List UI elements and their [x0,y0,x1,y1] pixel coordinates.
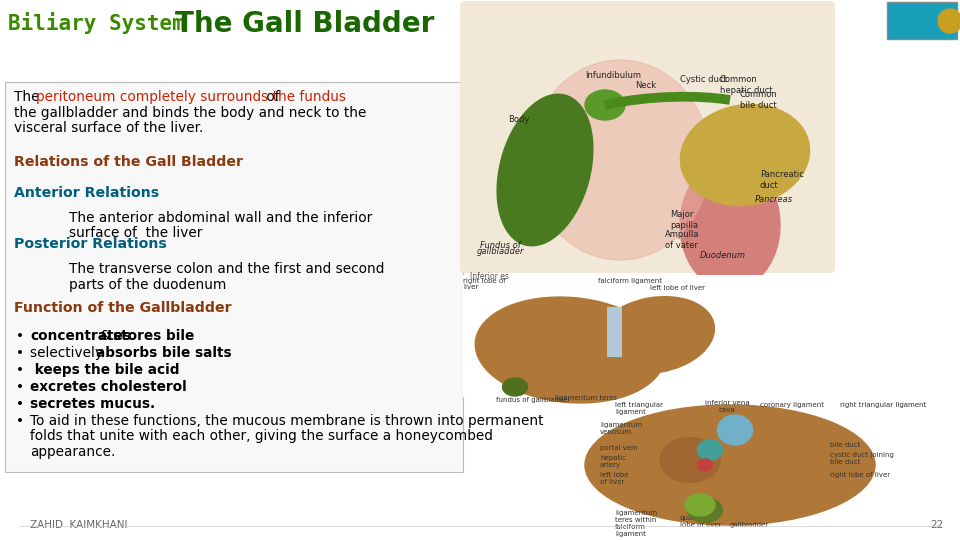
Text: To aid in these functions, the mucous membrane is thrown into permanent: To aid in these functions, the mucous me… [30,414,543,428]
Text: folds that unite with each other, giving the surface a honeycombed: folds that unite with each other, giving… [30,429,492,443]
Text: of: of [262,90,279,104]
Text: Posterior Relations: Posterior Relations [14,237,167,251]
Text: concentrates: concentrates [30,329,131,343]
Text: •: • [16,397,24,411]
Text: 22: 22 [930,520,944,530]
Text: Pancreas: Pancreas [755,195,793,205]
Text: ★: ★ [945,16,955,26]
Text: King Saud
University: King Saud University [923,16,954,26]
Text: liver: liver [463,284,478,290]
Text: Relations of the Gall Bladder: Relations of the Gall Bladder [14,155,243,169]
Text: hepatic
artery: hepatic artery [600,455,626,468]
Text: bile duct: bile duct [830,442,860,448]
Text: Biliary System: Biliary System [8,12,184,34]
Text: peritoneum completely surrounds the fundus: peritoneum completely surrounds the fund… [36,90,346,104]
Text: Common
bile duct: Common bile duct [740,90,778,110]
Text: Pancreatic
duct: Pancreatic duct [760,170,804,190]
FancyBboxPatch shape [535,397,950,527]
Ellipse shape [680,160,780,290]
Text: left lobe
of liver: left lobe of liver [600,472,629,485]
FancyBboxPatch shape [5,82,463,472]
Text: cystic duct joining
bile duct: cystic duct joining bile duct [830,452,894,465]
Ellipse shape [497,94,593,246]
Text: visceral surface of the liver.: visceral surface of the liver. [14,121,204,135]
Text: The Gall Bladder: The Gall Bladder [175,10,434,38]
Text: gallbladder: gallbladder [476,247,524,256]
Text: جامعة  الملك
سعود: جامعة الملك سعود [898,8,947,28]
Text: •: • [16,414,24,428]
Text: left lobe of liver: left lobe of liver [650,285,705,291]
Ellipse shape [585,405,875,525]
Text: The transverse colon and the first and second: The transverse colon and the first and s… [69,262,384,276]
Text: falciform ligament: falciform ligament [598,278,662,284]
Ellipse shape [475,297,664,403]
Text: •: • [16,329,24,343]
Text: Ampulla
of vater: Ampulla of vater [665,230,700,249]
Text: ligamentum
teres within
falciform
ligament: ligamentum teres within falciform ligame… [615,510,658,537]
Text: ZAHID  KAIMKHANI: ZAHID KAIMKHANI [30,520,128,530]
Text: The anterior abdominal wall and the inferior: The anterior abdominal wall and the infe… [69,211,372,225]
Text: appearance.: appearance. [30,445,115,459]
Text: keeps the bile acid: keeps the bile acid [30,363,180,377]
FancyBboxPatch shape [607,307,622,357]
Ellipse shape [698,440,723,460]
Text: stores bile: stores bile [113,329,194,343]
Ellipse shape [681,104,809,206]
Text: ligamentum
venosum: ligamentum venosum [600,422,642,435]
Circle shape [938,9,960,33]
Ellipse shape [585,90,625,120]
Text: absorbs bile salts: absorbs bile salts [96,346,232,360]
Ellipse shape [660,437,720,483]
Text: Major
papilla: Major papilla [670,210,698,230]
Ellipse shape [530,60,710,260]
Text: Duodenum: Duodenum [700,251,746,260]
Ellipse shape [502,378,527,396]
Text: parts of the duodenum: parts of the duodenum [69,278,227,292]
Text: Inferior es: Inferior es [470,272,509,281]
Text: •: • [16,380,24,394]
Text: right lobe of: right lobe of [463,278,506,284]
Text: left triangular
ligament: left triangular ligament [615,402,663,415]
Ellipse shape [698,459,712,471]
Ellipse shape [717,415,753,445]
Text: right lobe of liver: right lobe of liver [830,472,890,478]
Text: The: The [14,90,44,104]
Text: Cystic duct: Cystic duct [680,76,727,84]
Text: Body: Body [508,116,529,125]
Text: gallbladder: gallbladder [730,522,769,528]
FancyBboxPatch shape [460,1,835,273]
Text: selectively: selectively [30,346,108,360]
Text: portal vein: portal vein [600,445,637,451]
Text: &: & [96,329,116,343]
Text: right triangular ligament: right triangular ligament [840,402,926,408]
Ellipse shape [685,494,715,516]
Text: Fundus of: Fundus of [480,240,520,249]
Text: inferior vena
cava: inferior vena cava [705,400,750,413]
Text: surface of  the liver: surface of the liver [69,226,203,240]
Text: Common
hepatic duct: Common hepatic duct [720,75,773,94]
Ellipse shape [687,497,723,523]
Text: •: • [16,363,24,377]
Text: coronary ligament: coronary ligament [760,402,824,408]
FancyBboxPatch shape [887,2,957,39]
Text: excretes cholesterol: excretes cholesterol [30,380,187,394]
Text: ligamentum teres: ligamentum teres [555,395,617,401]
Text: Function of the Gallbladder: Function of the Gallbladder [14,301,231,315]
Text: quadrate
lobe of liver: quadrate lobe of liver [680,515,721,528]
Text: Anterior Relations: Anterior Relations [14,186,159,200]
Text: Neck: Neck [635,80,656,90]
Text: secretes mucus.: secretes mucus. [30,397,156,411]
Text: the gallbladder and binds the body and neck to the: the gallbladder and binds the body and n… [14,105,367,119]
FancyBboxPatch shape [463,275,771,397]
Ellipse shape [595,296,714,373]
Text: fundus of gallbladder: fundus of gallbladder [496,397,570,403]
Text: •: • [16,346,24,360]
Text: Infundibulum: Infundibulum [585,71,641,79]
